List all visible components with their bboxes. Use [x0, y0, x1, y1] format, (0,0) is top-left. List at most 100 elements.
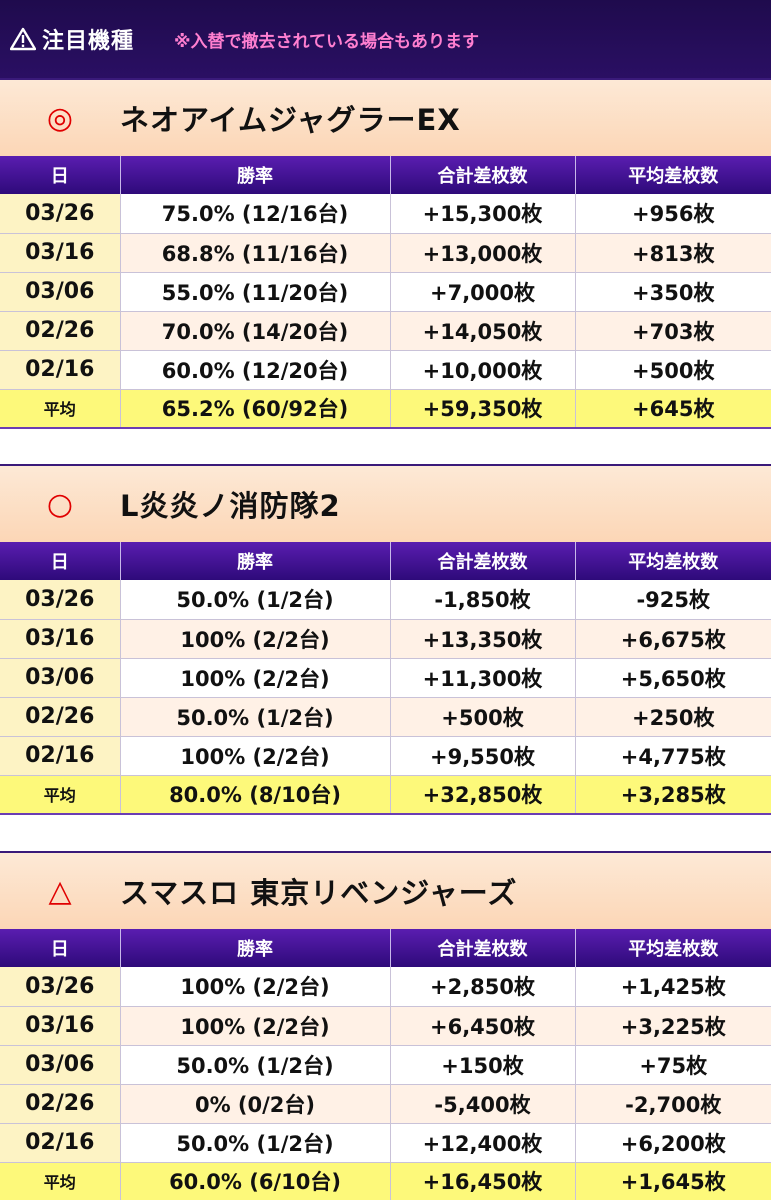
col-header-rate: 勝率 — [120, 542, 391, 580]
summary-rate: 60.0% (6/10台) — [120, 1162, 391, 1200]
cell-rate: 50.0% (1/2台) — [120, 580, 391, 620]
cell-total: -1,850枚 — [390, 580, 576, 620]
machine-section-3: △ スマスロ 東京リベンジャーズ 日 勝率 合計差枚数 平均差枚数 03/26 … — [0, 851, 771, 1200]
table-row: 03/06 100% (2/2台) +11,300枚 +5,650枚 — [0, 658, 771, 698]
col-header-rate: 勝率 — [120, 156, 391, 194]
col-header-total: 合計差枚数 — [390, 542, 576, 580]
col-header-avg: 平均差枚数 — [575, 929, 771, 967]
summary-label: 平均 — [0, 1162, 121, 1200]
cell-total: +11,300枚 — [390, 658, 576, 698]
cell-avg: +350枚 — [575, 272, 771, 312]
table-row: 02/16 60.0% (12/20台) +10,000枚 +500枚 — [0, 350, 771, 390]
summary-row: 平均 80.0% (8/10台) +32,850枚 +3,285枚 — [0, 775, 771, 815]
cell-total: +15,300枚 — [390, 194, 576, 234]
section-header: ○ L炎炎ノ消防隊2 — [0, 464, 771, 542]
rating-mark: △ — [48, 873, 72, 909]
table-row: 03/16 100% (2/2台) +6,450枚 +3,225枚 — [0, 1006, 771, 1046]
cell-total: +13,350枚 — [390, 619, 576, 659]
results-table: 日 勝率 合計差枚数 平均差枚数 03/26 50.0% (1/2台) -1,8… — [0, 542, 771, 815]
cell-rate: 50.0% (1/2台) — [120, 1045, 391, 1085]
table-row: 02/26 50.0% (1/2台) +500枚 +250枚 — [0, 697, 771, 737]
cell-avg: +703枚 — [575, 311, 771, 351]
cell-rate: 100% (2/2台) — [120, 619, 391, 659]
summary-avg: +1,645枚 — [575, 1162, 771, 1200]
results-table: 日 勝率 合計差枚数 平均差枚数 03/26 100% (2/2台) +2,85… — [0, 929, 771, 1200]
section-header: △ スマスロ 東京リベンジャーズ — [0, 851, 771, 929]
cell-rate: 0% (0/2台) — [120, 1084, 391, 1124]
machine-name: ネオアイムジャグラーEX — [120, 103, 461, 137]
machine-section-1: ◎ ネオアイムジャグラーEX 日 勝率 合計差枚数 平均差枚数 03/26 75… — [0, 78, 771, 429]
table-row: 03/26 75.0% (12/16台) +15,300枚 +956枚 — [0, 194, 771, 234]
rating-mark: ◎ — [46, 100, 74, 136]
cell-date: 02/26 — [0, 311, 121, 351]
cell-date: 02/16 — [0, 350, 121, 390]
page-title: 注目機種 — [42, 29, 135, 54]
cell-date: 03/26 — [0, 580, 121, 620]
cell-total: -5,400枚 — [390, 1084, 576, 1124]
cell-total: +9,550枚 — [390, 736, 576, 776]
table-row: 03/06 50.0% (1/2台) +150枚 +75枚 — [0, 1045, 771, 1085]
cell-rate: 60.0% (12/20台) — [120, 350, 391, 390]
cell-date: 03/26 — [0, 194, 121, 234]
table-row: 03/16 100% (2/2台) +13,350枚 +6,675枚 — [0, 619, 771, 659]
cell-total: +13,000枚 — [390, 233, 576, 273]
cell-avg: +3,225枚 — [575, 1006, 771, 1046]
cell-date: 02/16 — [0, 1123, 121, 1163]
col-header-total: 合計差枚数 — [390, 929, 576, 967]
table-header-row: 日 勝率 合計差枚数 平均差枚数 — [0, 929, 771, 967]
summary-total: +32,850枚 — [390, 775, 576, 815]
warning-icon — [10, 27, 36, 51]
col-header-avg: 平均差枚数 — [575, 156, 771, 194]
summary-rate: 65.2% (60/92台) — [120, 389, 391, 429]
cell-total: +12,400枚 — [390, 1123, 576, 1163]
cell-date: 02/26 — [0, 697, 121, 737]
cell-rate: 100% (2/2台) — [120, 658, 391, 698]
cell-rate: 50.0% (1/2台) — [120, 1123, 391, 1163]
cell-rate: 55.0% (11/20台) — [120, 272, 391, 312]
cell-avg: +6,200枚 — [575, 1123, 771, 1163]
cell-date: 03/26 — [0, 967, 121, 1007]
table-row: 02/16 100% (2/2台) +9,550枚 +4,775枚 — [0, 736, 771, 776]
summary-row: 平均 60.0% (6/10台) +16,450枚 +1,645枚 — [0, 1162, 771, 1200]
summary-avg: +3,285枚 — [575, 775, 771, 815]
table-row: 02/16 50.0% (1/2台) +12,400枚 +6,200枚 — [0, 1123, 771, 1163]
cell-avg: +500枚 — [575, 350, 771, 390]
table-header-row: 日 勝率 合計差枚数 平均差枚数 — [0, 156, 771, 194]
col-header-rate: 勝率 — [120, 929, 391, 967]
cell-rate: 100% (2/2台) — [120, 736, 391, 776]
cell-avg: +6,675枚 — [575, 619, 771, 659]
cell-date: 03/16 — [0, 1006, 121, 1046]
cell-rate: 50.0% (1/2台) — [120, 697, 391, 737]
results-table: 日 勝率 合計差枚数 平均差枚数 03/26 75.0% (12/16台) +1… — [0, 156, 771, 429]
cell-rate: 68.8% (11/16台) — [120, 233, 391, 273]
cell-total: +6,450枚 — [390, 1006, 576, 1046]
cell-rate: 100% (2/2台) — [120, 967, 391, 1007]
col-header-total: 合計差枚数 — [390, 156, 576, 194]
table-row: 02/26 0% (0/2台) -5,400枚 -2,700枚 — [0, 1084, 771, 1124]
cell-date: 02/16 — [0, 736, 121, 776]
cell-avg: +956枚 — [575, 194, 771, 234]
cell-rate: 70.0% (14/20台) — [120, 311, 391, 351]
table-row: 02/26 70.0% (14/20台) +14,050枚 +703枚 — [0, 311, 771, 351]
cell-total: +14,050枚 — [390, 311, 576, 351]
header-note: ※入替で撤去されている場合もあります — [174, 31, 480, 52]
col-header-date: 日 — [0, 929, 121, 967]
cell-date: 03/16 — [0, 233, 121, 273]
summary-rate: 80.0% (8/10台) — [120, 775, 391, 815]
machine-name: スマスロ 東京リベンジャーズ — [120, 876, 518, 910]
section-header: ◎ ネオアイムジャグラーEX — [0, 78, 771, 156]
cell-avg: +1,425枚 — [575, 967, 771, 1007]
cell-avg: +813枚 — [575, 233, 771, 273]
cell-date: 03/16 — [0, 619, 121, 659]
table-row: 03/26 50.0% (1/2台) -1,850枚 -925枚 — [0, 580, 771, 620]
cell-avg: +75枚 — [575, 1045, 771, 1085]
cell-avg: +5,650枚 — [575, 658, 771, 698]
summary-total: +59,350枚 — [390, 389, 576, 429]
cell-avg: -925枚 — [575, 580, 771, 620]
table-header-row: 日 勝率 合計差枚数 平均差枚数 — [0, 542, 771, 580]
cell-date: 03/06 — [0, 272, 121, 312]
table-row: 03/06 55.0% (11/20台) +7,000枚 +350枚 — [0, 272, 771, 312]
table-row: 03/16 68.8% (11/16台) +13,000枚 +813枚 — [0, 233, 771, 273]
col-header-date: 日 — [0, 542, 121, 580]
cell-avg: +250枚 — [575, 697, 771, 737]
